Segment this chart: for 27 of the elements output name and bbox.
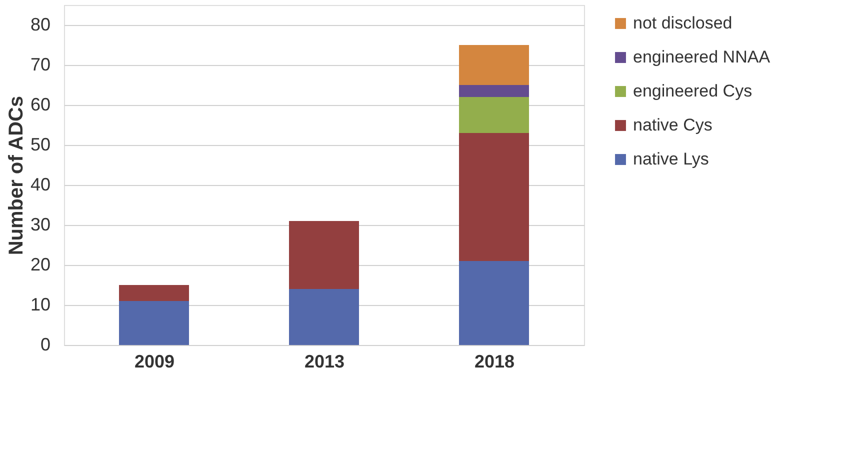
y-tick-label: 40 bbox=[30, 174, 50, 194]
legend-label: not disclosed bbox=[633, 14, 732, 32]
bar bbox=[459, 261, 529, 345]
legend-label: native Lys bbox=[633, 150, 709, 168]
bar bbox=[459, 45, 529, 85]
y-tick-label: 70 bbox=[30, 54, 50, 74]
y-tick-label: 10 bbox=[30, 294, 50, 314]
x-tick-label: 2009 bbox=[134, 352, 175, 372]
y-tick-label: 20 bbox=[30, 254, 50, 274]
bar bbox=[459, 133, 529, 261]
y-tick-label: 80 bbox=[30, 14, 50, 34]
y-tick-label: 60 bbox=[30, 94, 50, 114]
bar bbox=[459, 97, 529, 133]
y-tick-label: 0 bbox=[40, 334, 50, 354]
bar bbox=[289, 289, 359, 345]
bar bbox=[289, 221, 359, 289]
legend-label: native Cys bbox=[633, 116, 712, 134]
legend-label: engineered Cys bbox=[633, 82, 752, 100]
bar bbox=[459, 85, 529, 97]
x-tick-label: 2013 bbox=[304, 352, 345, 372]
bar bbox=[119, 301, 189, 345]
bar bbox=[119, 285, 189, 301]
legend-label: engineered NNAA bbox=[633, 48, 771, 66]
y-tick-label: 30 bbox=[30, 214, 50, 234]
y-axis-title: Number of ADCs bbox=[5, 96, 28, 256]
y-tick-label: 50 bbox=[30, 134, 50, 154]
x-tick-label: 2018 bbox=[474, 352, 515, 372]
